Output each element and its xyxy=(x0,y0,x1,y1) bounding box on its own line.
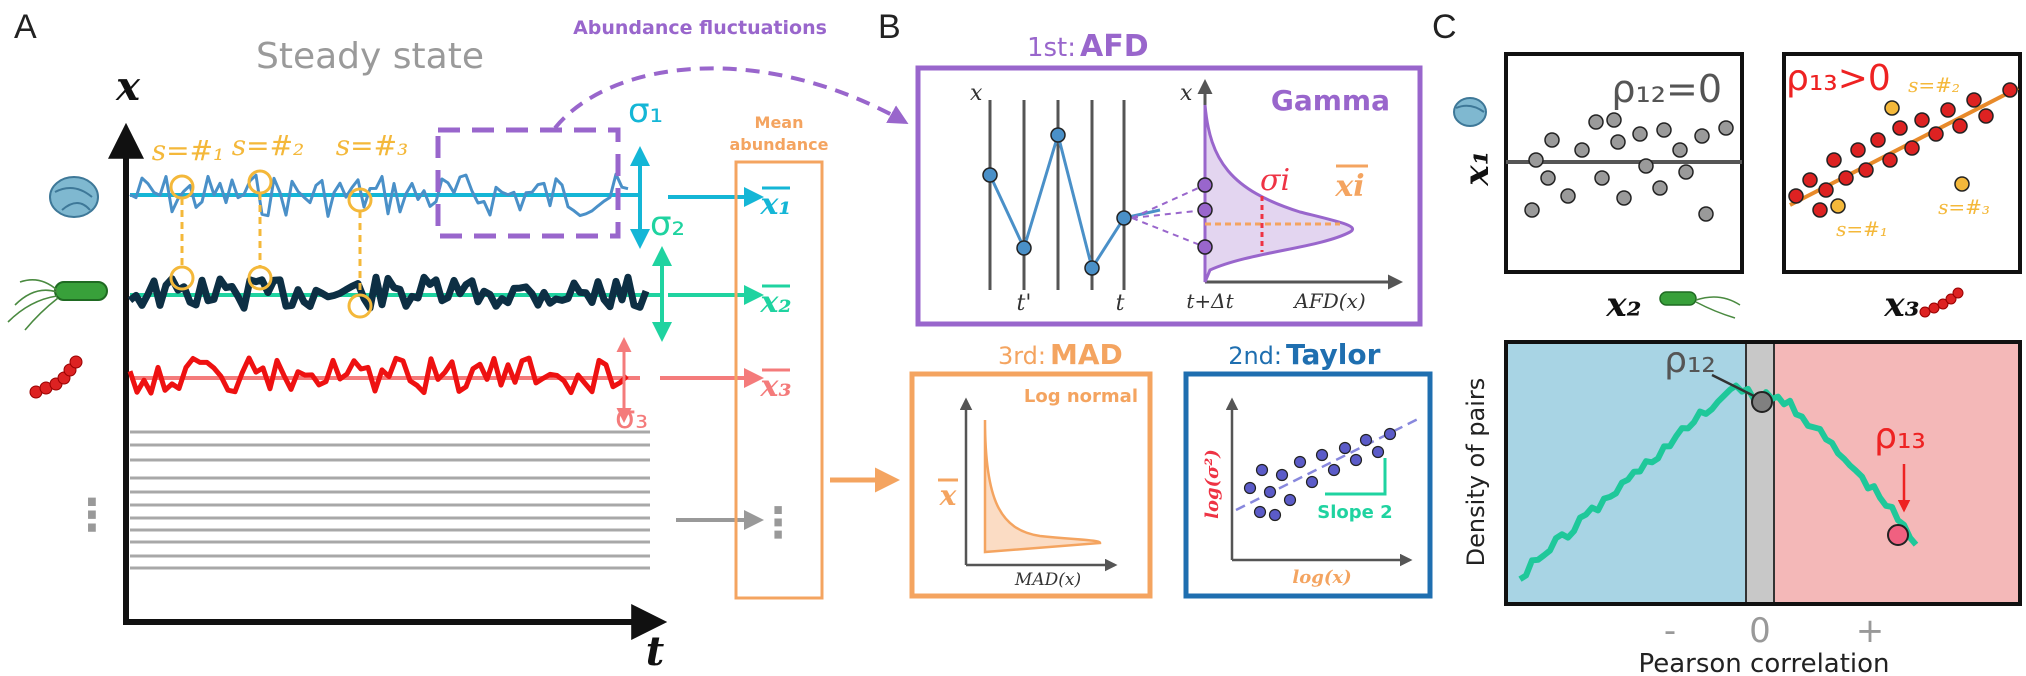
microbe-2-icon xyxy=(7,279,108,331)
scatter-13-frame xyxy=(1782,52,2022,274)
series-1-line xyxy=(129,172,629,218)
density-plot: ρ₁₂ ρ₁₃ xyxy=(1504,340,2022,606)
panel-letter-c: C xyxy=(1432,8,1457,46)
mean-label-line2: abundance xyxy=(729,135,828,154)
scatter-sample-2: s=#₂ xyxy=(1908,73,1960,97)
sample-markers xyxy=(169,169,373,319)
mean-abundance-box xyxy=(734,160,824,600)
density-curve xyxy=(1518,382,1919,582)
afd-trajectory xyxy=(988,129,1161,272)
fluctuations-arrow xyxy=(553,66,909,130)
rho-13-positive-label: ρ₁₃>0 xyxy=(1786,58,1891,99)
scatter-x2-label: x₂ xyxy=(1605,285,1641,325)
scatter-13-samples xyxy=(1830,100,1970,214)
afd-axis-label: AFD(x) xyxy=(1292,289,1365,313)
t-prime-label: t' xyxy=(1017,291,1032,316)
ellipsis-left: ⋮ xyxy=(70,490,114,541)
sample-label-1: s=#₁ xyxy=(152,134,225,167)
rho-12-zero-label: ρ₁₂=0 xyxy=(1611,67,1722,111)
positive-region xyxy=(1774,342,2020,604)
mean-label-line1: Mean xyxy=(755,113,804,132)
t-label: t xyxy=(1116,291,1125,316)
panel-letter-a: A xyxy=(14,8,37,46)
density-y-label: Density of pairs xyxy=(1462,378,1490,567)
afd-dist-x-label: x xyxy=(1180,81,1193,106)
density-frame xyxy=(1504,340,2022,606)
afd-prefix: 1st: xyxy=(1027,33,1076,63)
log-normal-curve xyxy=(983,419,1102,554)
afd-mean-label: xi xyxy=(1334,169,1364,204)
gamma-label: Gamma xyxy=(1271,84,1390,117)
afd-title: AFD xyxy=(1080,29,1149,64)
series-3-line xyxy=(127,355,629,396)
scatter-12-points xyxy=(1524,112,1734,222)
mean-symbol-2: x₂ xyxy=(759,285,791,320)
x-axis-label: t xyxy=(646,628,665,675)
sigma-3-label: σ₃ xyxy=(615,398,648,436)
sample-label-2: s=#₂ xyxy=(232,129,305,162)
scatter-x3-label: x₃ xyxy=(1883,285,1919,325)
microbe-1-icon xyxy=(49,176,99,218)
rho-13-label: ρ₁₃ xyxy=(1874,416,1926,457)
sample-label-3: s=#₃ xyxy=(336,129,409,162)
log-normal-label: Log normal xyxy=(1024,386,1138,407)
afd-dist-points xyxy=(1197,177,1213,255)
taylor-y-label: log(σ²) xyxy=(1202,449,1223,519)
negative-region xyxy=(1506,342,1746,604)
pearson-label: Pearson correlation xyxy=(1638,649,1889,676)
panel-c: C ρ₁₂=0 ρ₁₃>0 s=#₂ s=#₁ s=#₃ x₁ x₂ x₃ xyxy=(1432,8,2022,676)
slope-label: Slope 2 xyxy=(1317,502,1392,523)
sigma-1-label: σ₁ xyxy=(628,91,663,131)
microbe-1-small-icon xyxy=(1453,97,1487,127)
series-2-line xyxy=(127,273,650,312)
mad-prefix: 3rd: xyxy=(998,342,1046,370)
scatter-13-points xyxy=(1788,82,2018,218)
mean-symbol-1: x₁ xyxy=(759,187,791,222)
panel-a: A Steady state Abundance fluctuations x … xyxy=(7,8,909,675)
scatter-sample-3: s=#₃ xyxy=(1938,195,1990,219)
scatter-sample-1: s=#₁ xyxy=(1836,217,1888,241)
panel-b: B 1st: AFD Gamma x t' t x xyxy=(878,8,1433,599)
rho-12-label: ρ₁₂ xyxy=(1664,340,1716,381)
mad-box xyxy=(909,371,1153,599)
mad-title: MAD xyxy=(1050,338,1123,371)
tick-positive: + xyxy=(1856,611,1885,651)
afd-sigma-label: σi xyxy=(1260,163,1290,198)
taylor-points xyxy=(1243,427,1397,522)
rho-12-pointer xyxy=(1711,373,1757,399)
t-dt-label: t+Δt xyxy=(1186,289,1234,313)
microbe-3-small-icon xyxy=(1919,287,1964,318)
rho-12-marker xyxy=(1751,391,1773,413)
mean-symbol-3: x₃ xyxy=(759,369,791,404)
other-species-lines xyxy=(130,430,650,570)
afd-trajectory-points xyxy=(982,127,1132,276)
gamma-curve xyxy=(1203,104,1354,283)
taylor-box xyxy=(1183,371,1433,599)
microbe-2-small-icon xyxy=(1659,291,1741,319)
sigma-2-label: σ₂ xyxy=(650,204,685,244)
zero-region xyxy=(1746,342,1774,604)
scatter-y-label: x₁ xyxy=(1457,150,1497,186)
mad-y-label: x xyxy=(939,479,957,512)
abundance-fluctuations-label: Abundance fluctuations xyxy=(573,17,827,39)
taylor-prefix: 2nd: xyxy=(1228,342,1282,370)
tick-zero: 0 xyxy=(1749,611,1771,651)
fluctuation-window xyxy=(435,127,621,239)
taylor-x-label: log(x) xyxy=(1292,567,1351,588)
afd-box xyxy=(915,65,1423,327)
y-axis-label: x xyxy=(115,63,141,110)
mean-symbols: x₁ x₂ x₃ xyxy=(759,186,792,404)
rho-13-marker xyxy=(1887,524,1909,546)
afd-x-label: x xyxy=(970,81,983,106)
steady-state-title: Steady state xyxy=(256,36,484,77)
afd-projections xyxy=(1131,184,1206,248)
panel-letter-b: B xyxy=(878,8,901,46)
ellipsis-right: ⋮ xyxy=(757,498,799,547)
taylor-title: Taylor xyxy=(1286,338,1381,371)
tick-negative: - xyxy=(1664,611,1676,651)
mad-x-label: MAD(x) xyxy=(1014,570,1081,590)
slope-triangle xyxy=(1325,458,1387,496)
microbe-3-icon xyxy=(29,355,83,399)
